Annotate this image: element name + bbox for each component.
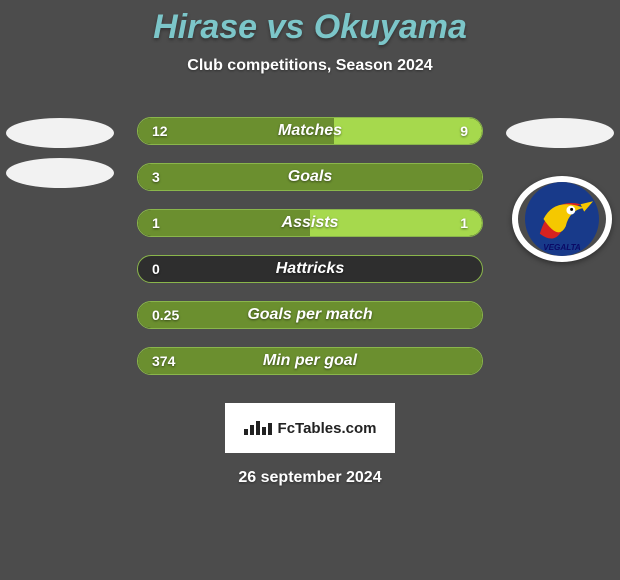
stat-row: Assists11 <box>137 209 483 237</box>
stat-value-left: 0 <box>152 261 160 277</box>
vegalta-icon: VEGALTA <box>518 182 606 256</box>
page-title: Hirase vs Okuyama <box>0 0 620 47</box>
watermark-text: FcTables.com <box>278 420 377 437</box>
stat-row: Goals3 <box>137 163 483 191</box>
stat-bar-right <box>310 210 482 236</box>
stat-label: Hattricks <box>138 260 482 278</box>
stat-bar-left <box>138 302 482 328</box>
stat-value-right: 9 <box>460 123 468 139</box>
club-badge-vegalta: VEGALTA <box>512 176 612 262</box>
stat-value-left: 374 <box>152 353 175 369</box>
stat-row: Matches129 <box>137 117 483 145</box>
date-label: 26 september 2024 <box>0 469 620 487</box>
stat-value-left: 3 <box>152 169 160 185</box>
svg-text:VEGALTA: VEGALTA <box>543 243 581 252</box>
subtitle: Club competitions, Season 2024 <box>0 57 620 75</box>
stat-value-right: 1 <box>460 215 468 231</box>
player-badge-placeholder <box>6 118 114 148</box>
player-badge-placeholder <box>506 118 614 148</box>
stat-bar-left <box>138 210 310 236</box>
stat-row: Min per goal374 <box>137 347 483 375</box>
stats-comparison: Matches129Goals3Assists11Hattricks0Goals… <box>137 117 483 375</box>
stat-value-left: 0.25 <box>152 307 179 323</box>
player-badge-placeholder <box>6 158 114 188</box>
stat-row: Goals per match0.25 <box>137 301 483 329</box>
stat-row: Hattricks0 <box>137 255 483 283</box>
right-player-badges <box>500 118 620 148</box>
watermark: FcTables.com <box>225 403 395 453</box>
stat-bar-left <box>138 164 482 190</box>
left-player-badges <box>0 118 120 188</box>
stat-value-left: 12 <box>152 123 168 139</box>
stat-bar-left <box>138 348 482 374</box>
stat-value-left: 1 <box>152 215 160 231</box>
watermark-bars-icon <box>244 421 272 435</box>
